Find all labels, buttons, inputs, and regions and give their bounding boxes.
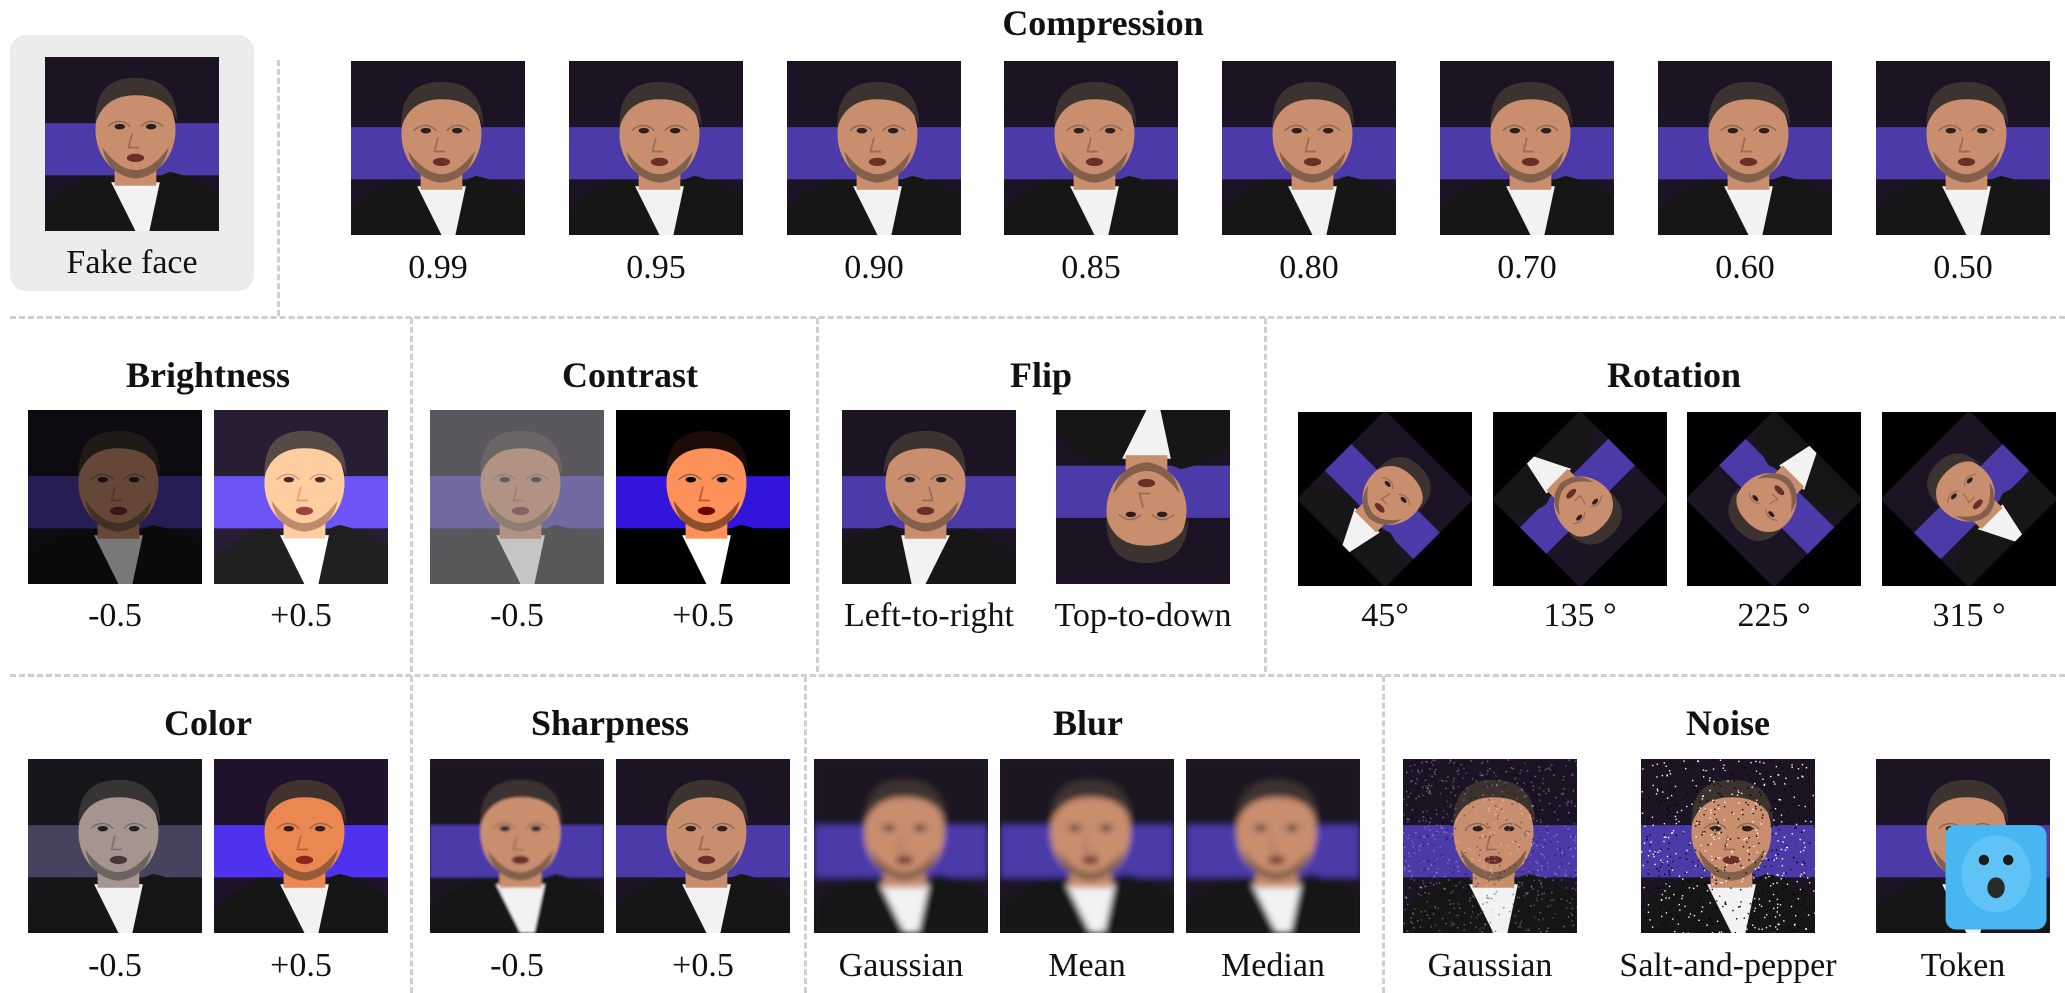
- blur-label-gaussian: Gaussian: [838, 947, 964, 984]
- rotation-image-135: [1493, 412, 1667, 586]
- rotation-image-225: [1687, 412, 1861, 586]
- color-title: Color: [164, 703, 252, 743]
- blur-label-mean: Mean: [1048, 947, 1126, 984]
- divider-v-contrast-flip: [816, 318, 819, 672]
- brightness-image-plus: [214, 410, 388, 584]
- noise-image-gaussian: [1403, 759, 1577, 933]
- blur-image-gaussian: [814, 759, 988, 933]
- compression-title: Compression: [1002, 3, 1204, 43]
- original-face-image: [45, 57, 219, 231]
- compression-image-7: [1658, 61, 1832, 235]
- sharpness-image-plus: [616, 759, 790, 933]
- color-image-minus: [28, 759, 202, 933]
- divider-h-row1: [10, 316, 2065, 319]
- contrast-label-minus: -0.5: [490, 597, 544, 634]
- blur-title: Blur: [1052, 703, 1123, 743]
- contrast-label-plus: +0.5: [672, 597, 734, 634]
- rotation-label-45: 45°: [1361, 597, 1409, 634]
- compression-image-8: [1876, 61, 2050, 235]
- brightness-image-minus: [28, 410, 202, 584]
- contrast-image-plus: [616, 410, 790, 584]
- brightness-label-minus: -0.5: [88, 597, 142, 634]
- sharpness-image-minus: [430, 759, 604, 933]
- compression-label-6: 0.70: [1497, 249, 1557, 286]
- blur-label-median: Median: [1221, 947, 1325, 984]
- contrast-title: Contrast: [562, 355, 698, 395]
- divider-v-sharpness-blur: [804, 676, 807, 993]
- color-image-plus: [214, 759, 388, 933]
- compression-image-5: [1222, 61, 1396, 235]
- divider-h-row2: [10, 674, 2065, 677]
- compression-image-1: [351, 61, 525, 235]
- compression-image-6: [1440, 61, 1614, 235]
- noise-label-token: Token: [1920, 947, 2006, 984]
- rotation-label-315: 315 °: [1932, 597, 2006, 634]
- color-label-plus: +0.5: [270, 947, 332, 984]
- noise-label-salt-and-pepper: Salt-and-pepper: [1619, 947, 1837, 984]
- blur-image-mean: [1000, 759, 1174, 933]
- divider-v-original: [277, 60, 280, 316]
- compression-label-5: 0.80: [1279, 249, 1339, 286]
- sharpness-label-minus: -0.5: [490, 947, 544, 984]
- compression-image-4: [1004, 61, 1178, 235]
- compression-label-2: 0.95: [626, 249, 686, 286]
- flip-image-left-to-right: [842, 410, 1016, 584]
- noise-title: Noise: [1686, 703, 1770, 743]
- noise-label-gaussian: Gaussian: [1427, 947, 1553, 984]
- rotation-label-135: 135 °: [1543, 597, 1617, 634]
- color-label-minus: -0.5: [88, 947, 142, 984]
- divider-v-brightness-contrast: [410, 318, 413, 672]
- rotation-image-45: [1298, 412, 1472, 586]
- compression-image-2: [569, 61, 743, 235]
- rotation-label-225: 225 °: [1737, 597, 1811, 634]
- noise-image-token: [1876, 759, 2050, 933]
- divider-v-flip-rotation: [1264, 318, 1267, 672]
- flip-image-top-to-down: [1056, 410, 1230, 584]
- flip-title: Flip: [1009, 355, 1072, 395]
- compression-image-3: [787, 61, 961, 235]
- divider-v-blur-noise: [1382, 676, 1385, 993]
- compression-label-7: 0.60: [1715, 249, 1775, 286]
- compression-label-3: 0.90: [844, 249, 904, 286]
- compression-label-8: 0.50: [1933, 249, 1993, 286]
- rotation-title: Rotation: [1607, 355, 1741, 395]
- divider-v-color-sharpness: [410, 676, 413, 993]
- blur-image-median: [1186, 759, 1360, 933]
- compression-label-1: 0.99: [408, 249, 468, 286]
- brightness-title: Brightness: [125, 355, 291, 395]
- contrast-image-minus: [430, 410, 604, 584]
- flip-label-left-to-right: Left-to-right: [844, 597, 1014, 634]
- rotation-image-315: [1882, 412, 2056, 586]
- compression-label-4: 0.85: [1061, 249, 1121, 286]
- sharpness-title: Sharpness: [530, 703, 690, 743]
- brightness-label-plus: +0.5: [270, 597, 332, 634]
- flip-label-top-to-down: Top-to-down: [1054, 597, 1232, 634]
- noise-image-salt-and-pepper: [1641, 759, 1815, 933]
- original-caption: Fake face: [66, 244, 198, 281]
- sharpness-label-plus: +0.5: [672, 947, 734, 984]
